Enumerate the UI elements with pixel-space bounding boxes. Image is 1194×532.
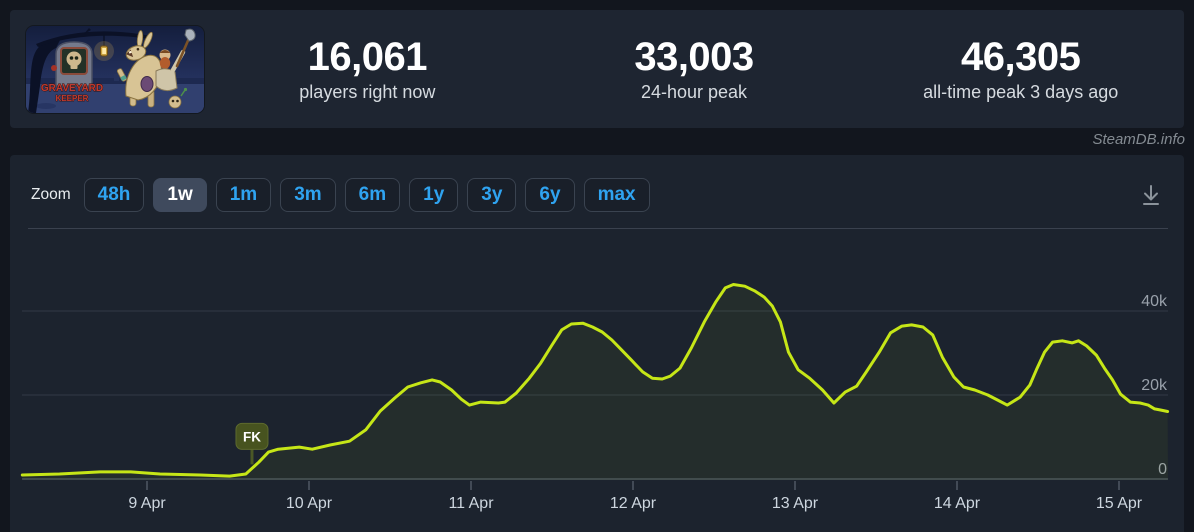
x-axis-label: 10 Apr (286, 495, 333, 512)
x-axis-label: 12 Apr (610, 495, 657, 512)
alltime-peak-label: all-time peak 3 days ago (923, 82, 1119, 102)
ground-skull (168, 87, 188, 108)
current-players-label: players right now (299, 82, 436, 102)
game-capsule-art: GRAVEYARD KEEPER (26, 25, 204, 113)
game-logo-line2: KEEPER (56, 94, 89, 103)
game-capsule[interactable]: GRAVEYARD KEEPER (26, 25, 204, 113)
range-button-6y[interactable]: 6y (525, 178, 575, 212)
lantern (94, 34, 114, 61)
chart-flag-FK[interactable]: FK (235, 422, 269, 465)
x-axis-label: 15 Apr (1096, 495, 1143, 512)
range-button-1w[interactable]: 1w (153, 178, 207, 212)
x-axis-label: 9 Apr (128, 495, 166, 512)
range-button-1m[interactable]: 1m (215, 178, 272, 212)
zoom-label: Zoom (31, 186, 71, 203)
range-button-6m[interactable]: 6m (344, 178, 401, 212)
x-axis-label: 13 Apr (772, 495, 819, 512)
players-series-line[interactable] (20, 283, 1170, 478)
x-axis-label: 14 Apr (934, 495, 981, 512)
stat-alltime-peak: 46,305 all-time peak 3 days ago (857, 35, 1184, 103)
game-logo-line1: GRAVEYARD (41, 83, 103, 94)
range-button-1y[interactable]: 1y (409, 178, 459, 212)
stat-24h-peak: 33,003 24-hour peak (531, 35, 858, 103)
current-players-value: 16,061 (307, 35, 428, 79)
stats-header-card: GRAVEYARD KEEPER (10, 10, 1184, 128)
steamdb-watermark: SteamDB.info (1092, 131, 1185, 148)
player-count-chart[interactable]: 0 20k 40k 9 Apr 10 Apr 11 Apr 12 Apr 13 Apr 14 A… (10, 155, 1184, 532)
range-button-48h[interactable]: 48h (83, 178, 145, 212)
zoom-range-buttons: 48h 1w 1m 3m 6m 1y 3y 6y max (83, 178, 650, 212)
download-icon[interactable] (1140, 183, 1162, 207)
stats-row: 16,061 players right now 33,003 24-hour … (204, 35, 1184, 103)
alltime-peak-value: 46,305 (961, 35, 1081, 79)
range-button-3m[interactable]: 3m (280, 178, 336, 212)
y-axis-label-40k: 40k (1141, 293, 1168, 310)
tombstone-skull (51, 40, 93, 87)
donkey-and-keeper (116, 28, 196, 107)
peak-24h-label: 24-hour peak (640, 82, 748, 102)
stat-current-players: 16,061 players right now (204, 35, 531, 103)
y-axis-label-20k: 20k (1141, 377, 1168, 394)
peak-24h-value: 33,003 (634, 35, 754, 79)
tree-silhouette (28, 38, 60, 113)
svg-text:FK: FK (243, 429, 261, 444)
x-axis-label: 11 Apr (448, 495, 494, 512)
range-button-max[interactable]: max (583, 178, 650, 212)
chart-toolbar: Zoom 48h 1w 1m 3m 6m 1y 3y 6y max (31, 178, 650, 212)
y-axis-label-0: 0 (1158, 461, 1167, 478)
range-button-3y[interactable]: 3y (467, 178, 517, 212)
toolbar-divider (28, 228, 1168, 229)
series-area-fill (22, 284, 1168, 480)
